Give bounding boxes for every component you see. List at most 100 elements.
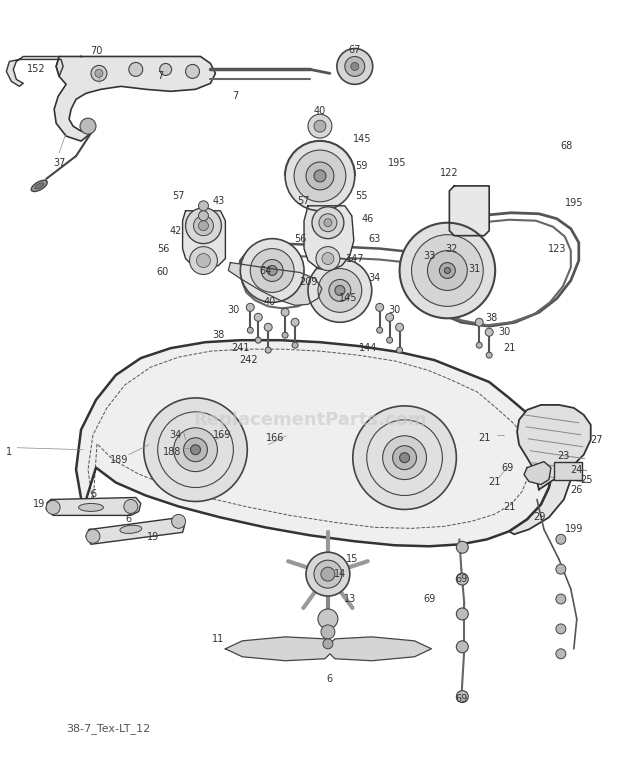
Circle shape [46, 500, 60, 515]
Text: 21: 21 [488, 476, 500, 486]
Circle shape [144, 398, 247, 502]
Polygon shape [226, 637, 432, 661]
Circle shape [400, 453, 410, 463]
Circle shape [80, 118, 96, 134]
Circle shape [190, 247, 218, 274]
Circle shape [377, 327, 383, 333]
Text: 19: 19 [33, 499, 45, 509]
Text: 144: 144 [358, 343, 377, 353]
Circle shape [456, 542, 468, 553]
Text: 241: 241 [231, 343, 250, 353]
Circle shape [308, 114, 332, 138]
Circle shape [292, 342, 298, 349]
Text: 21: 21 [503, 343, 515, 353]
Ellipse shape [35, 183, 43, 189]
Circle shape [556, 649, 566, 659]
Circle shape [294, 150, 346, 201]
Text: 69: 69 [501, 463, 513, 473]
Text: 30: 30 [389, 306, 401, 316]
Circle shape [281, 309, 289, 316]
Circle shape [185, 208, 221, 244]
Circle shape [264, 323, 272, 331]
Text: 33: 33 [423, 250, 436, 260]
Text: 7: 7 [157, 71, 164, 81]
Polygon shape [304, 206, 354, 270]
Circle shape [440, 263, 455, 279]
Text: ReplacementParts.com: ReplacementParts.com [193, 411, 427, 429]
Circle shape [314, 560, 342, 588]
Polygon shape [182, 211, 226, 269]
Text: 122: 122 [440, 168, 459, 178]
Text: 57: 57 [297, 196, 309, 206]
Circle shape [241, 239, 304, 303]
Text: 25: 25 [580, 475, 593, 485]
Text: 67: 67 [348, 44, 361, 54]
Ellipse shape [120, 525, 142, 533]
Circle shape [335, 286, 345, 296]
Text: 30: 30 [498, 327, 510, 337]
Circle shape [174, 427, 218, 472]
Text: 1: 1 [6, 447, 12, 457]
Text: 15: 15 [345, 555, 358, 565]
Text: 38: 38 [485, 313, 497, 323]
Circle shape [485, 329, 493, 336]
Circle shape [198, 211, 208, 221]
Text: 29: 29 [533, 512, 545, 522]
Polygon shape [524, 462, 551, 485]
Circle shape [314, 170, 326, 182]
Text: 42: 42 [169, 226, 182, 236]
Text: 38: 38 [212, 330, 224, 340]
Circle shape [318, 269, 361, 313]
Circle shape [321, 567, 335, 581]
Circle shape [250, 249, 294, 293]
Polygon shape [46, 497, 141, 516]
Text: 40: 40 [264, 297, 277, 307]
Circle shape [129, 63, 143, 77]
Text: 166: 166 [266, 433, 285, 443]
Text: 56: 56 [157, 244, 170, 254]
Polygon shape [86, 517, 185, 545]
Text: 34: 34 [169, 430, 182, 440]
Circle shape [445, 267, 450, 273]
Polygon shape [517, 405, 591, 489]
Text: 188: 188 [164, 447, 182, 457]
Text: 11: 11 [212, 633, 224, 644]
Text: 31: 31 [468, 264, 481, 273]
Polygon shape [509, 425, 571, 535]
Circle shape [306, 552, 350, 596]
Circle shape [198, 201, 208, 211]
Circle shape [556, 565, 566, 574]
Circle shape [400, 223, 495, 319]
Circle shape [306, 162, 334, 190]
Circle shape [476, 319, 483, 326]
Text: 34: 34 [368, 273, 381, 283]
Circle shape [124, 499, 138, 513]
Circle shape [324, 219, 332, 227]
FancyBboxPatch shape [554, 462, 582, 480]
Circle shape [319, 214, 337, 231]
Circle shape [397, 347, 402, 353]
Circle shape [285, 141, 355, 211]
Circle shape [318, 609, 338, 629]
Circle shape [323, 639, 333, 649]
Text: 37: 37 [53, 158, 65, 168]
Text: 68: 68 [560, 141, 573, 151]
Circle shape [329, 280, 351, 301]
Text: 195: 195 [565, 198, 583, 208]
Circle shape [412, 234, 483, 306]
Circle shape [308, 259, 372, 322]
Text: 242: 242 [239, 355, 257, 365]
Text: 19: 19 [146, 532, 159, 542]
Text: 6: 6 [327, 673, 333, 684]
Text: 145: 145 [353, 134, 371, 144]
Polygon shape [228, 263, 322, 306]
Text: 145: 145 [339, 293, 357, 303]
Text: 13: 13 [343, 594, 356, 604]
Text: 152: 152 [27, 64, 45, 74]
Circle shape [556, 624, 566, 634]
Circle shape [190, 445, 200, 455]
Text: 43: 43 [212, 196, 224, 206]
Circle shape [185, 64, 200, 78]
Text: 63: 63 [368, 234, 381, 244]
Text: 189: 189 [110, 455, 128, 465]
